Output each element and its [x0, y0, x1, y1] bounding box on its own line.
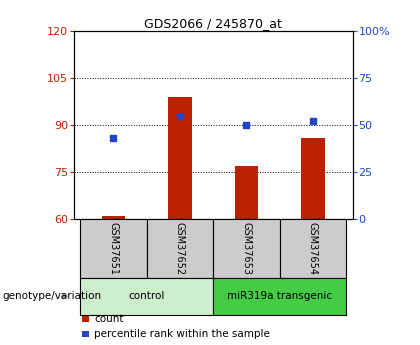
Text: genotype/variation: genotype/variation	[2, 291, 101, 301]
Bar	[80, 219, 147, 278]
Point	[110, 136, 117, 141]
Title: GDS2066 / 245870_at: GDS2066 / 245870_at	[144, 17, 282, 30]
Bar	[102, 216, 125, 219]
Bar	[280, 219, 346, 278]
Point	[243, 122, 250, 128]
Text: GSM37653: GSM37653	[241, 222, 252, 275]
Text: miR319a transgenic: miR319a transgenic	[227, 291, 332, 301]
Bar	[213, 219, 280, 278]
Bar	[168, 97, 192, 219]
Point	[176, 113, 183, 118]
Text: count: count	[94, 314, 124, 324]
Point	[310, 119, 316, 124]
Text: percentile rank within the sample: percentile rank within the sample	[94, 329, 270, 338]
Text: control: control	[129, 291, 165, 301]
Text: GSM37652: GSM37652	[175, 222, 185, 275]
Bar	[147, 219, 213, 278]
Text: GSM37651: GSM37651	[108, 222, 118, 275]
Bar	[235, 166, 258, 219]
Bar	[213, 278, 346, 315]
Bar	[80, 278, 213, 315]
Bar	[301, 138, 325, 219]
Text: GSM37654: GSM37654	[308, 222, 318, 275]
